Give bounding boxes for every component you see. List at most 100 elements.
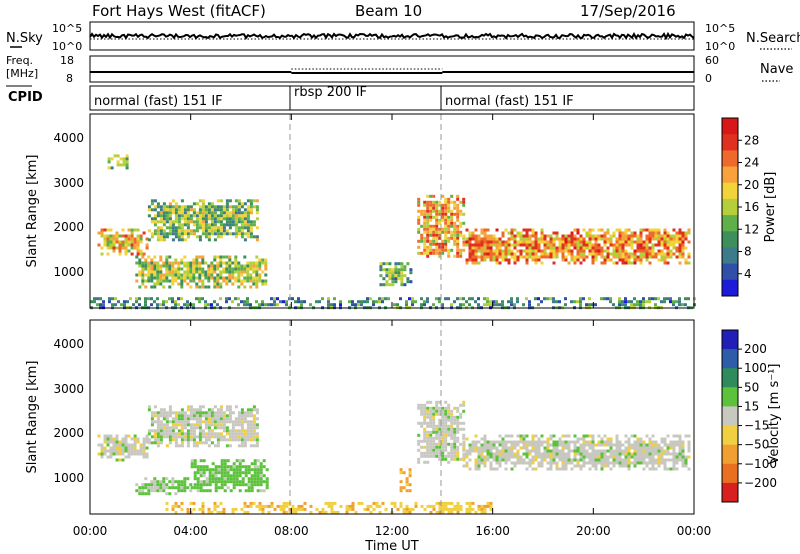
velocity-cell <box>564 434 568 438</box>
velocity-cell <box>672 446 676 450</box>
velocity-cell <box>417 448 421 452</box>
velocity-cell <box>300 507 304 511</box>
velocity-cell <box>238 465 242 469</box>
power-cell <box>123 303 126 307</box>
power-cell <box>465 258 469 262</box>
velocity-cell <box>552 458 556 462</box>
power-cell <box>576 258 580 262</box>
velocity-cell <box>109 437 113 441</box>
power-cell <box>582 255 586 259</box>
velocity-cell <box>237 417 241 421</box>
velocity-cell <box>576 452 580 456</box>
velocity-cell <box>651 455 655 459</box>
power-cell <box>177 276 181 280</box>
velocity-cell <box>207 414 211 418</box>
velocity-cell <box>447 415 451 419</box>
velocity-cell <box>150 486 154 490</box>
velocity-cell <box>211 468 215 472</box>
power-cell <box>204 300 207 304</box>
power-cell <box>147 270 151 274</box>
power-cell <box>576 255 580 259</box>
power-cell <box>642 255 646 259</box>
velocity-cell <box>109 434 113 438</box>
velocity-cell <box>537 464 541 468</box>
velocity-cell <box>468 449 472 453</box>
velocity-cell <box>540 452 544 456</box>
velocity-cell <box>456 424 460 428</box>
power-cell <box>591 261 595 265</box>
velocity-cell <box>438 454 442 458</box>
velocity-cell <box>247 471 251 475</box>
power-cell <box>159 270 163 274</box>
power-cell <box>582 249 586 253</box>
power-cell <box>252 264 256 268</box>
power-cell <box>171 229 175 233</box>
power-cell <box>591 249 595 253</box>
velocity-cell <box>543 458 547 462</box>
velocity-cell <box>546 446 550 450</box>
x-tick-label: 08:00 <box>274 524 309 538</box>
power-cell <box>207 208 211 212</box>
power-cell <box>654 255 658 259</box>
power-cell <box>486 252 490 256</box>
power-cell <box>150 202 154 206</box>
power-cell <box>585 240 589 244</box>
velocity-cell <box>612 452 616 456</box>
power-cell <box>639 261 643 265</box>
power-cell <box>216 279 220 283</box>
power-cell <box>237 273 241 277</box>
power-cell <box>477 243 481 247</box>
velocity-colorbar-swatch <box>722 444 738 465</box>
power-cell <box>180 214 184 218</box>
power-cell <box>504 243 508 247</box>
velocity-cell <box>225 417 229 421</box>
power-cell <box>465 240 469 244</box>
power-cell <box>660 234 664 238</box>
power-cell <box>630 261 634 265</box>
velocity-cell <box>435 451 439 455</box>
power-cell <box>142 231 146 235</box>
velocity-cell <box>147 438 151 442</box>
velocity-cell <box>193 465 197 469</box>
power-cell <box>576 252 580 256</box>
power-cell <box>180 217 184 221</box>
power-cell <box>672 234 676 238</box>
velocity-cell <box>165 420 169 424</box>
velocity-cell <box>645 455 649 459</box>
velocity-cell <box>639 440 643 444</box>
velocity-cell <box>240 429 244 433</box>
velocity-cell <box>447 507 451 511</box>
power-cell <box>627 300 630 304</box>
power-cell <box>621 237 625 241</box>
velocity-cell <box>654 440 658 444</box>
velocity-cell <box>156 486 160 490</box>
power-cell <box>219 229 223 233</box>
power-cell <box>141 255 145 259</box>
power-cell <box>162 273 166 277</box>
power-cell <box>297 300 300 304</box>
power-cell <box>110 157 114 161</box>
power-cell <box>210 217 214 221</box>
power-cell <box>417 251 421 255</box>
power-cell <box>441 212 445 216</box>
velocity-cell <box>241 471 245 475</box>
velocity-cell <box>100 455 104 459</box>
power-cell <box>400 277 404 281</box>
power-cell <box>123 300 126 304</box>
velocity-cell <box>432 436 436 440</box>
velocity-cell <box>253 462 257 466</box>
power-cell <box>225 211 229 215</box>
power-cell <box>576 228 580 232</box>
velocity-cell <box>429 442 433 446</box>
power-cell <box>570 300 573 304</box>
velocity-cell <box>375 504 379 508</box>
freq-label-line2: [MHz] <box>6 67 38 80</box>
velocity-cell <box>450 427 454 431</box>
velocity-cell <box>240 444 244 448</box>
velocity-cell <box>615 452 619 456</box>
power-ytick-2000: 2000 <box>53 220 84 234</box>
power-cell <box>219 217 223 221</box>
power-cell <box>153 261 157 265</box>
power-cell <box>174 217 178 221</box>
power-cell <box>474 249 478 253</box>
